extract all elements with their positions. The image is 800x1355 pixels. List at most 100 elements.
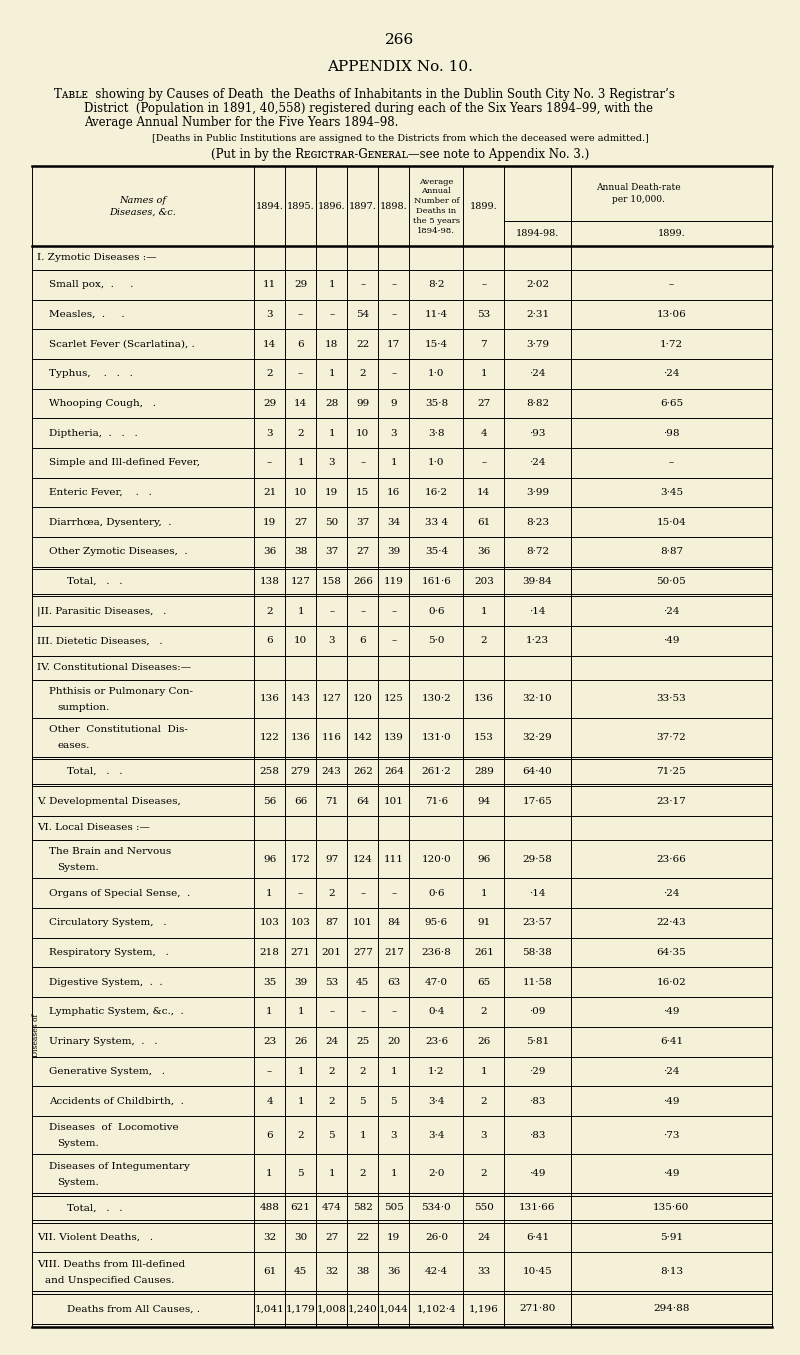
Text: 26·0: 26·0 <box>425 1233 448 1243</box>
Text: Urinary System,  .   .: Urinary System, . . <box>49 1037 158 1046</box>
Text: 3: 3 <box>266 310 273 318</box>
Text: –: – <box>391 889 397 898</box>
Text: 97: 97 <box>325 855 338 863</box>
Text: 5: 5 <box>328 1130 335 1140</box>
Text: 153: 153 <box>474 733 494 743</box>
Text: 42·4: 42·4 <box>425 1267 448 1276</box>
Text: 56: 56 <box>263 797 276 806</box>
Text: ·98: ·98 <box>663 428 680 438</box>
Text: 36: 36 <box>263 547 276 557</box>
Text: Circulatory System,   .: Circulatory System, . <box>49 919 166 927</box>
Text: 47·0: 47·0 <box>425 978 448 986</box>
Text: 39·84: 39·84 <box>522 577 552 585</box>
Text: 1897.: 1897. <box>349 202 377 210</box>
Text: –: – <box>298 310 303 318</box>
Text: 1·2: 1·2 <box>428 1066 445 1076</box>
Text: 1: 1 <box>390 458 397 467</box>
Text: ·83: ·83 <box>529 1130 546 1140</box>
Text: 158: 158 <box>322 577 342 585</box>
Text: 15: 15 <box>356 488 370 497</box>
Text: ·24: ·24 <box>663 369 680 378</box>
Text: 262: 262 <box>353 767 373 776</box>
Text: 172: 172 <box>290 855 310 863</box>
Text: 33·53: 33·53 <box>657 694 686 703</box>
Text: 0·6: 0·6 <box>428 607 445 615</box>
Text: 1895.: 1895. <box>286 202 314 210</box>
Text: Digestive System,  .  .: Digestive System, . . <box>49 978 162 986</box>
Text: –: – <box>481 458 486 467</box>
Text: 120: 120 <box>353 694 373 703</box>
Text: 474: 474 <box>322 1203 342 1213</box>
Text: 6·41: 6·41 <box>526 1233 549 1243</box>
Text: 1: 1 <box>298 607 304 615</box>
Text: 32: 32 <box>263 1233 276 1243</box>
Text: Organs of Special Sense,  .: Organs of Special Sense, . <box>49 889 190 898</box>
Text: 13·06: 13·06 <box>657 310 686 318</box>
Text: 53: 53 <box>477 310 490 318</box>
Text: 22·43: 22·43 <box>657 919 686 927</box>
Text: 33 4: 33 4 <box>425 518 448 527</box>
Text: –: – <box>391 607 397 615</box>
Text: 16·02: 16·02 <box>657 978 686 986</box>
Text: 2: 2 <box>481 1169 487 1179</box>
Text: 25: 25 <box>356 1037 370 1046</box>
Text: 3·79: 3·79 <box>526 340 549 348</box>
Text: 142: 142 <box>353 733 373 743</box>
Text: 505: 505 <box>384 1203 404 1213</box>
Text: 63: 63 <box>387 978 401 986</box>
Text: 264: 264 <box>384 767 404 776</box>
Text: –: – <box>329 1008 334 1016</box>
Text: 266: 266 <box>386 33 414 46</box>
Text: 2: 2 <box>481 1096 487 1106</box>
Text: 3·4: 3·4 <box>428 1130 445 1140</box>
Text: 1: 1 <box>266 889 273 898</box>
Text: 550: 550 <box>474 1203 494 1213</box>
Text: ·49: ·49 <box>663 1096 680 1106</box>
Text: VI. Local Diseases :—: VI. Local Diseases :— <box>37 824 150 832</box>
Text: 6: 6 <box>266 1130 273 1140</box>
Text: 19: 19 <box>263 518 276 527</box>
Text: 127: 127 <box>290 577 310 585</box>
Text: ·14: ·14 <box>529 607 546 615</box>
Text: 1: 1 <box>298 1096 304 1106</box>
Text: 1: 1 <box>298 1066 304 1076</box>
Text: 135·60: 135·60 <box>653 1203 690 1213</box>
Text: 64: 64 <box>356 797 370 806</box>
Text: Scarlet Fever (Scarlatina), .: Scarlet Fever (Scarlatina), . <box>49 340 194 348</box>
Text: 10: 10 <box>294 637 307 645</box>
Text: 116: 116 <box>322 733 342 743</box>
Text: Respiratory System,   .: Respiratory System, . <box>49 948 169 957</box>
Text: 1899.: 1899. <box>658 229 686 238</box>
Text: Diseases  of  Locomotive: Diseases of Locomotive <box>49 1123 178 1131</box>
Text: 10·45: 10·45 <box>522 1267 552 1276</box>
Text: 96: 96 <box>263 855 276 863</box>
Text: 217: 217 <box>384 948 404 957</box>
Text: 65: 65 <box>477 978 490 986</box>
Text: Diptheria,  .   .   .: Diptheria, . . . <box>49 428 138 438</box>
Text: 19: 19 <box>325 488 338 497</box>
Text: 1: 1 <box>328 1169 335 1179</box>
Text: (Put in by the Rᴇɢɪᴄᴛʀᴀʀ-Gᴇɴᴇʀᴀʟ—see note to Appendix No. 3.): (Put in by the Rᴇɢɪᴄᴛʀᴀʀ-Gᴇɴᴇʀᴀʟ—see not… <box>211 148 589 161</box>
Text: 1894.: 1894. <box>256 202 283 210</box>
Text: 32·10: 32·10 <box>522 694 552 703</box>
Text: 16·2: 16·2 <box>425 488 448 497</box>
Text: 1: 1 <box>390 1169 397 1179</box>
Text: 131·0: 131·0 <box>422 733 451 743</box>
Text: I. Zуmotic Diseases :—: I. Zуmotic Diseases :— <box>37 253 157 263</box>
Text: ·24: ·24 <box>663 607 680 615</box>
Text: –: – <box>391 369 397 378</box>
Text: 1: 1 <box>390 1066 397 1076</box>
Text: 39: 39 <box>294 978 307 986</box>
Text: 38: 38 <box>294 547 307 557</box>
Text: 9: 9 <box>390 398 397 408</box>
Text: 71·6: 71·6 <box>425 797 448 806</box>
Text: 1: 1 <box>298 458 304 467</box>
Text: 1,044: 1,044 <box>379 1305 409 1313</box>
Text: 91: 91 <box>477 919 490 927</box>
Text: 2·31: 2·31 <box>526 310 549 318</box>
Text: 266: 266 <box>353 577 373 585</box>
Text: 136: 136 <box>474 694 494 703</box>
Text: 37: 37 <box>356 518 370 527</box>
Text: 1,196: 1,196 <box>469 1305 498 1313</box>
Text: 294·88: 294·88 <box>653 1305 690 1313</box>
